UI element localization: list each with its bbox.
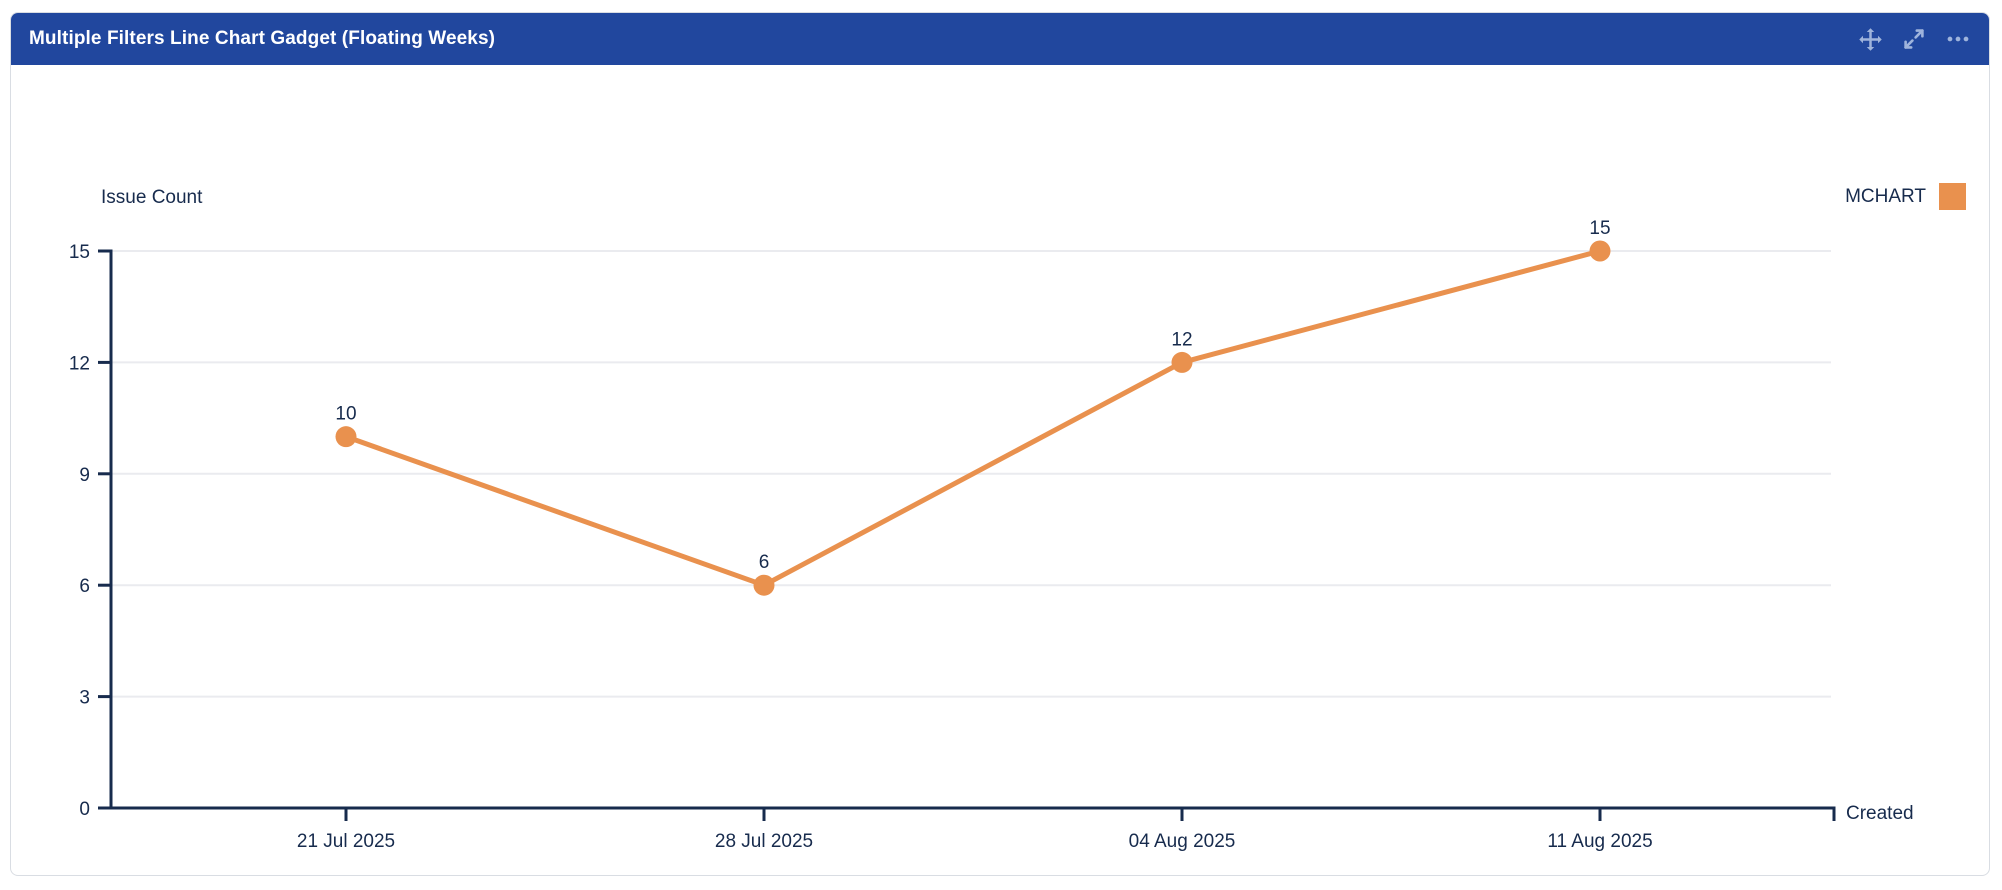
x-tick-label-3: 11 Aug 2025 — [1547, 831, 1652, 852]
y-axis-title: Issue Count — [101, 187, 203, 208]
gadget-card: Multiple Filters Line Chart Gadget (Floa… — [10, 12, 1990, 876]
move-icon[interactable] — [1857, 26, 1883, 52]
data-point-label-3: 15 — [1589, 218, 1610, 239]
gadget-title: Multiple Filters Line Chart Gadget (Floa… — [29, 28, 496, 49]
y-tick-label-0: 0 — [79, 799, 90, 820]
data-point-label-1: 6 — [759, 552, 770, 573]
y-tick-label-6: 6 — [79, 576, 90, 597]
gadget-header-actions — [1857, 26, 1971, 52]
axis-lines — [98, 249, 1836, 821]
y-tick-label-15: 15 — [69, 242, 90, 263]
x-tick-label-1: 28 Jul 2025 — [715, 831, 813, 852]
series-line-mchart — [343, 248, 1603, 588]
x-axis-title: Created — [1846, 803, 1914, 824]
expand-icon[interactable] — [1901, 26, 1927, 52]
legend-item-mchart[interactable]: MCHART — [1845, 183, 1966, 210]
x-tick-label-2: 04 Aug 2025 — [1129, 831, 1236, 852]
data-point-label-0: 10 — [335, 404, 356, 425]
gadget-header: Multiple Filters Line Chart Gadget (Floa… — [11, 13, 1989, 65]
legend-swatch — [1939, 183, 1966, 210]
chart-area: 0 3 6 9 12 15 21 Jul 2025 28 Jul 2025 04 Aug 202… — [11, 65, 1989, 875]
y-tick-label-12: 12 — [69, 353, 90, 374]
y-tick-label-3: 3 — [79, 688, 90, 709]
data-point-mchart-2[interactable] — [1171, 351, 1193, 373]
x-tick-label-0: 21 Jul 2025 — [297, 831, 395, 852]
data-point-label-2: 12 — [1171, 329, 1192, 350]
legend-label: MCHART — [1845, 185, 1926, 207]
y-tick-label-9: 9 — [79, 465, 90, 486]
data-point-mchart-0[interactable] — [335, 426, 357, 448]
more-icon[interactable] — [1945, 26, 1971, 52]
data-point-mchart-1[interactable] — [753, 574, 775, 596]
line-chart: 0 3 6 9 12 15 21 Jul 2025 28 Jul 2025 04 Aug 202… — [69, 218, 1836, 852]
data-point-mchart-3[interactable] — [1589, 240, 1611, 262]
